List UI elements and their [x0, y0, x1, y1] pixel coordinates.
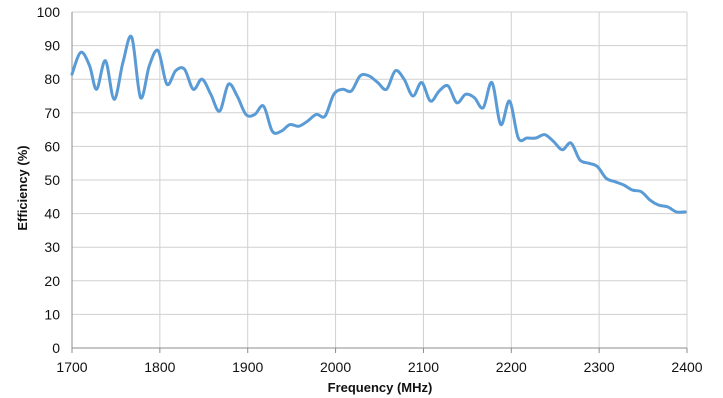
y-tick-label: 10 — [44, 306, 60, 322]
x-tick-label: 1800 — [144, 359, 175, 375]
y-axis-title: Efficiency (%) — [15, 145, 30, 230]
y-tick-label: 60 — [44, 138, 60, 154]
x-tick-label: 2100 — [408, 359, 439, 375]
y-tick-label: 90 — [44, 38, 60, 54]
y-tick-label: 50 — [44, 172, 60, 188]
y-tick-label: 20 — [44, 273, 60, 289]
x-tick-label: 2000 — [320, 359, 351, 375]
x-tick-label: 2300 — [584, 359, 615, 375]
grid-layer — [72, 11, 688, 348]
x-tick-label: 2400 — [671, 359, 702, 375]
line-layer — [70, 34, 687, 214]
y-tick-label: 100 — [37, 4, 61, 20]
y-tick-label: 0 — [52, 340, 60, 356]
y-tick-label: 80 — [44, 71, 60, 87]
axes-layer — [71, 12, 688, 353]
y-tick-label: 70 — [44, 105, 60, 121]
tick-layer: 0 10 20 30 40 50 60 70 80 90 100 1700 1800 1900 2000 21… — [37, 4, 703, 375]
series-line-0 — [70, 34, 687, 214]
y-tick-label: 30 — [44, 239, 60, 255]
x-tick-label: 1700 — [56, 359, 87, 375]
x-tick-label: 1900 — [232, 359, 263, 375]
x-tick-label: 2200 — [496, 359, 527, 375]
x-axis-title: Frequency (MHz) — [328, 380, 433, 395]
y-tick-label: 40 — [44, 206, 60, 222]
